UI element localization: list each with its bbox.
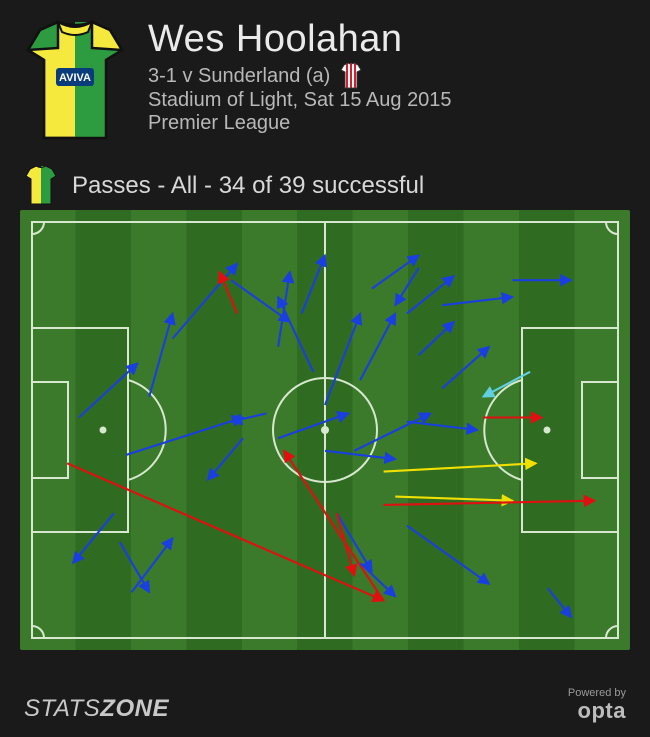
pass-arrow [325,314,360,406]
pass-arrow [337,513,355,575]
pass-arrow [278,413,348,438]
pass-arrow [384,501,595,505]
header-text: Wes Hoolahan 3-1 v Sunderland (a) Stadiu… [148,18,630,135]
pass-arrow [208,438,243,480]
pass-arrow [302,255,325,313]
pass-arrow [372,255,419,288]
pass-arrow [384,463,536,471]
pass-arrow [149,314,172,397]
brand: STATSZONE [24,695,169,723]
pass-arrow [354,413,430,450]
home-jersey-small-icon [24,166,58,206]
brand-light: STATS [24,695,100,722]
pass-arrow [325,451,395,459]
pass-arrow [483,372,530,397]
stat-label: Passes - All - 34 of 39 successful [72,172,424,200]
venue-line: Stadium of Light, Sat 15 Aug 2015 [148,89,630,112]
home-jersey-icon: AVIVA [20,18,130,146]
pass-arrow [231,413,266,421]
pass-arrow [337,513,372,571]
pass-arrow [395,497,512,501]
pitch-container [0,210,650,650]
pass-arrow [548,588,571,617]
pass-arrow [407,422,477,430]
header: AVIVA Wes Hoolahan 3-1 v Sunderland (a) … [0,0,650,160]
pass-arrow [407,526,489,584]
pitch-svg [20,210,630,650]
brand-bold: ZONE [100,695,169,722]
pass-arrow [442,297,512,305]
player-name: Wes Hoolahan [148,18,630,61]
pass-arrow [395,268,419,305]
powered-label: Powered by [568,687,626,699]
pass-arrow [419,322,454,355]
pass-arrow [360,314,395,381]
score-line: 3-1 v Sunderland (a) [148,63,630,89]
pass-arrow [120,542,149,592]
pass-arrow [126,418,243,456]
pass-arrow [73,513,114,563]
pass-arrow [132,538,173,592]
stat-row: Passes - All - 34 of 39 successful [0,160,650,210]
pitch [20,210,630,650]
pass-arrow [173,264,238,339]
pass-arrow [442,347,489,389]
pass-arrow [278,297,313,372]
powered-by: Powered by opta [568,687,626,723]
pass-arrow [220,272,238,314]
provider: opta [568,699,626,723]
svg-text:AVIVA: AVIVA [59,72,91,84]
score-text: 3-1 v Sunderland (a) [148,65,330,88]
away-jersey-icon [340,63,362,89]
footer: STATSZONE Powered by opta [24,687,626,723]
competition-line: Premier League [148,112,630,135]
pass-arrow [407,276,454,313]
